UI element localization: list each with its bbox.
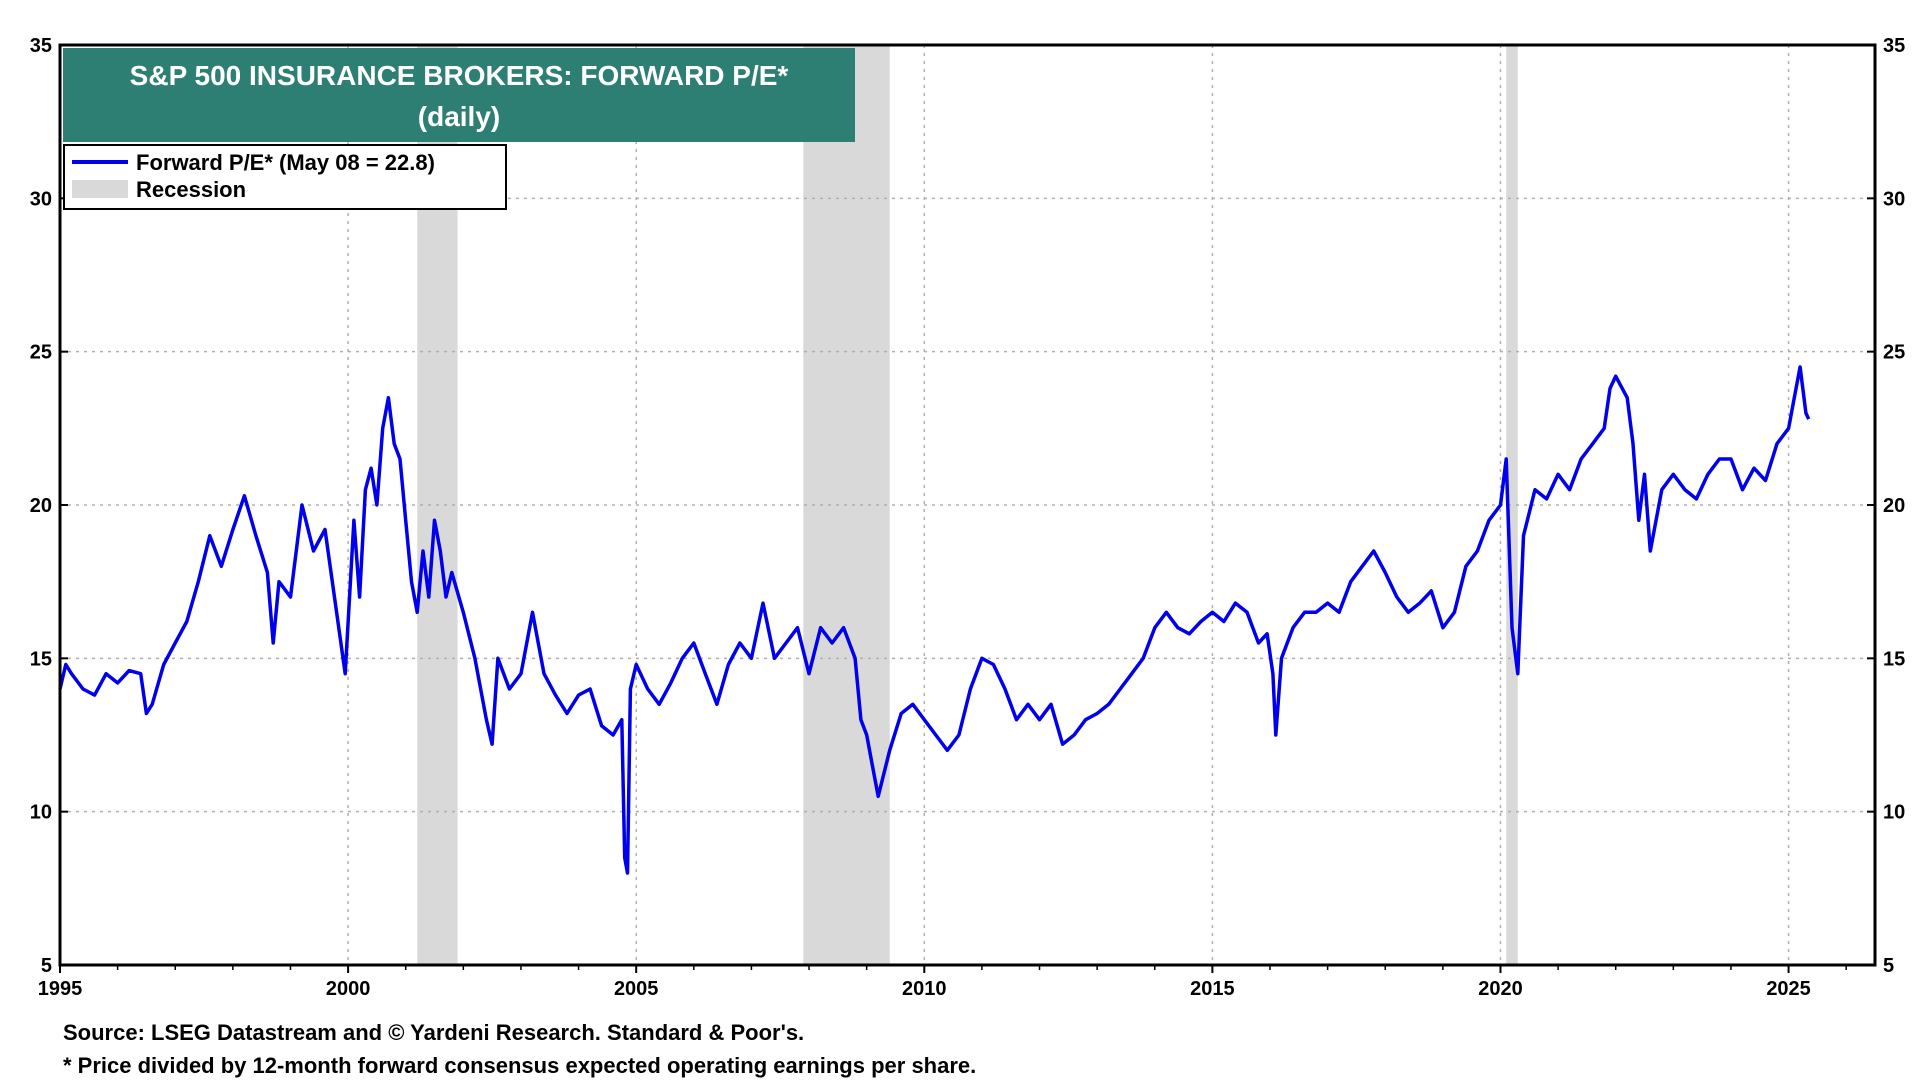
title-background: [63, 48, 855, 142]
footnote-definition: * Price divided by 12-month forward cons…: [63, 1053, 976, 1078]
y-tick-label-right-5: 30: [1883, 188, 1905, 210]
legend-recession-swatch: [72, 180, 128, 198]
legend-label-recession: Recession: [136, 177, 246, 202]
series-lines: [58, 365, 1811, 875]
y-tick-label-right-6: 35: [1883, 35, 1905, 57]
series-line-0: [58, 365, 1811, 875]
y-tick-label-right-3: 20: [1883, 495, 1905, 517]
x-tick-label-0: 1995: [38, 978, 83, 1000]
legend: Forward P/E* (May 08 = 22.8) Recession: [63, 144, 507, 210]
y-tick-label-right-0: 5: [1883, 955, 1894, 977]
y-tick-label-left-4: 25: [30, 342, 52, 364]
chart-title: S&P 500 INSURANCE BROKERS: FORWARD P/E*: [130, 60, 789, 91]
footnote-source: Source: LSEG Datastream and © Yardeni Re…: [63, 1020, 804, 1045]
y-tick-label-left-5: 30: [30, 188, 52, 210]
y-tick-label-left-2: 15: [30, 648, 52, 670]
y-tick-label-left-0: 5: [41, 955, 52, 977]
x-tick-label-2: 2005: [614, 978, 659, 1000]
y-tick-label-left-6: 35: [30, 35, 52, 57]
y-tick-label-left-3: 20: [30, 495, 52, 517]
x-tick-label-6: 2025: [1766, 978, 1811, 1000]
x-tick-label-1: 2000: [326, 978, 371, 1000]
x-tick-label-5: 2020: [1478, 978, 1523, 1000]
recession-band-2: [1506, 45, 1518, 965]
chart-subtitle: (daily): [418, 101, 500, 132]
y-tick-label-right-1: 10: [1883, 802, 1905, 824]
x-tick-label-4: 2015: [1190, 978, 1235, 1000]
legend-label-forward-pe: Forward P/E* (May 08 = 22.8): [136, 150, 435, 175]
x-tick-label-3: 2010: [902, 978, 947, 1000]
title-box: S&P 500 INSURANCE BROKERS: FORWARD P/E* …: [63, 48, 855, 142]
legend-box: [63, 144, 507, 210]
y-tick-label-left-1: 10: [30, 802, 52, 824]
y-tick-label-right-2: 15: [1883, 648, 1905, 670]
y-tick-label-right-4: 25: [1883, 342, 1905, 364]
